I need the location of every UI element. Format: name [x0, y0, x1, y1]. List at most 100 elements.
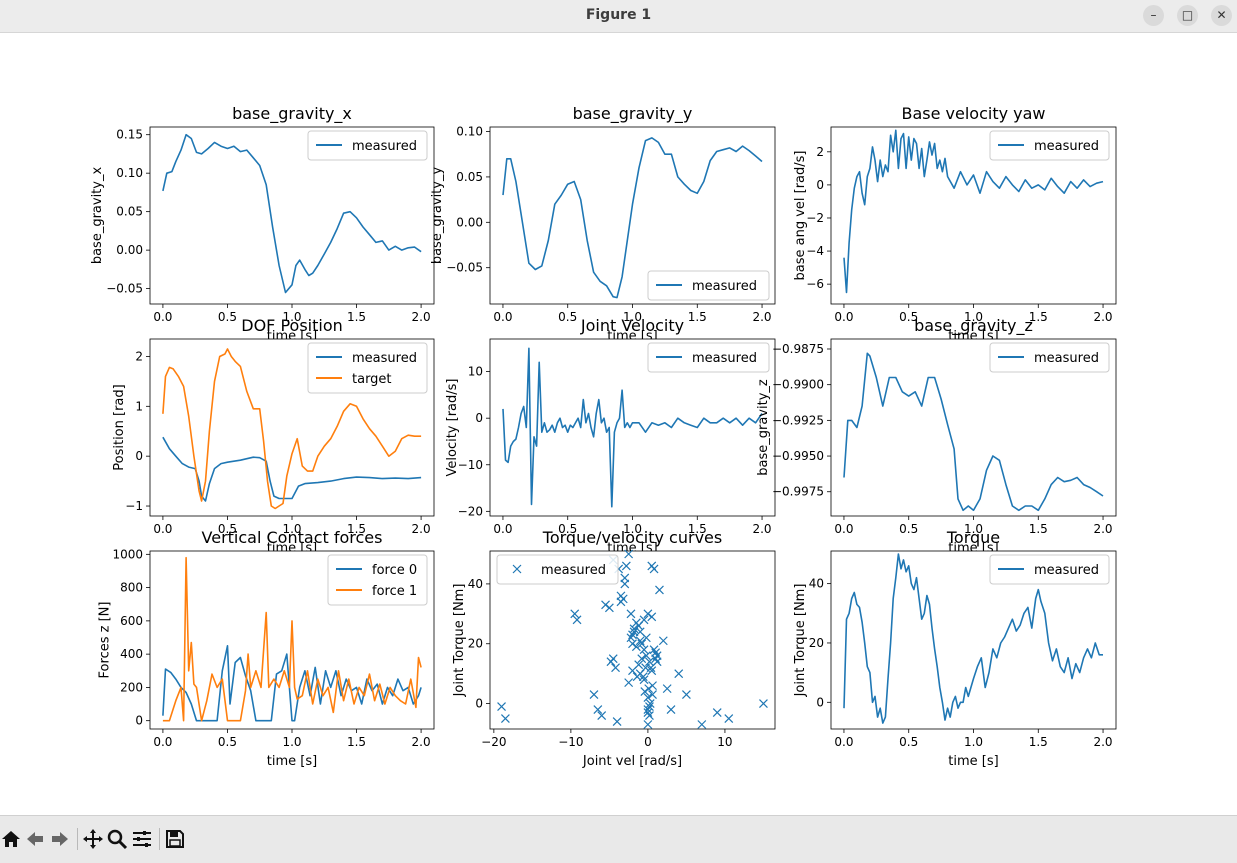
y-tick-label: −20: [458, 504, 483, 518]
scatter-point: [759, 699, 768, 708]
legend-label: measured: [541, 563, 606, 578]
y-tick-label: 400: [120, 647, 143, 661]
scatter-point: [631, 642, 641, 652]
y-axis-label: base_gravity_x: [90, 167, 105, 265]
x-tick-label: 0.0: [834, 735, 853, 749]
scatter-point: [611, 663, 620, 673]
series-line: [843, 352, 1104, 512]
series-line: [162, 348, 422, 510]
window-title: Figure 1: [585, 7, 652, 23]
toolbar-separator: [77, 828, 78, 850]
scatter-point: [626, 609, 636, 619]
legend-box: [307, 342, 428, 394]
scatter-point: [674, 669, 684, 679]
series-line: [843, 129, 1104, 294]
scatter-point: [500, 714, 510, 723]
axes-title: base_gravity_y: [573, 104, 693, 124]
scatter-point: [655, 585, 664, 595]
x-tick-label: 2.0: [1093, 310, 1112, 324]
scatter-point: [624, 549, 634, 559]
scatter-point: [640, 687, 650, 697]
save-icon[interactable]: [164, 828, 186, 850]
scatter-point: [629, 624, 639, 634]
x-tick-label: 0.5: [558, 522, 577, 536]
x-tick-label: 1.0: [964, 310, 983, 324]
series-line: [162, 644, 422, 722]
zoom-icon[interactable]: [106, 828, 128, 850]
y-tick-label: 20: [468, 637, 483, 651]
close-button[interactable]: ✕: [1211, 5, 1232, 26]
x-tick-label: 0.0: [493, 522, 512, 536]
x-tick-label: 2.0: [412, 522, 431, 536]
y-axis-label: base ang vel [rad/s]: [793, 150, 808, 280]
scatter-point: [645, 699, 655, 708]
scatter-point: [666, 705, 676, 714]
scatter-point: [649, 564, 659, 574]
x-tick-label: 1.5: [688, 310, 707, 324]
x-tick-label: 0.0: [493, 310, 512, 324]
scatter-point: [639, 615, 649, 625]
y-tick-label: 0.00: [456, 215, 483, 229]
y-tick-label: 10: [468, 365, 483, 379]
y-tick-label: 2: [816, 145, 824, 159]
y-tick-label: 20: [809, 636, 824, 650]
legend-label: measured: [352, 139, 417, 154]
x-axis-label: Joint vel [rad/s]: [582, 754, 682, 769]
pan-icon[interactable]: [82, 828, 104, 850]
scatter-point: [628, 639, 637, 649]
x-tick-label: 1.0: [282, 522, 301, 536]
x-tick-label: 0.5: [899, 735, 918, 749]
forward-icon[interactable]: [49, 828, 71, 850]
scatter-point: [647, 612, 657, 622]
axes-title: Vertical Contact forces: [202, 528, 383, 547]
axes-title: Torque/velocity curves: [542, 528, 722, 547]
x-tick-label: 0.0: [834, 310, 853, 324]
legend-box: [989, 554, 1110, 585]
x-tick-label: 0.0: [153, 735, 172, 749]
minimize-button[interactable]: –: [1143, 5, 1164, 26]
configure-subplots-icon[interactable]: [131, 828, 153, 850]
legend-box: [647, 270, 770, 301]
y-tick-label: 40: [809, 577, 824, 591]
window-titlebar: Figure 1 – □ ✕: [0, 0, 1237, 33]
scatter-point: [643, 720, 653, 729]
scatter-point: [632, 672, 642, 682]
series-line: [502, 347, 763, 508]
home-icon[interactable]: [0, 828, 22, 850]
x-tick-label: 2.0: [752, 522, 771, 536]
x-tick-label: 2.0: [752, 310, 771, 324]
axes-title: base_gravity_x: [232, 104, 352, 124]
scatter-point: [641, 633, 651, 643]
y-tick-label: 0.00: [116, 243, 143, 257]
scatter-point: [597, 711, 607, 720]
scatter-point: [662, 684, 672, 694]
axes-title: Torque: [946, 528, 1000, 547]
x-tick-label: 0.5: [218, 735, 237, 749]
axes-title: base_gravity_z: [914, 316, 1033, 336]
y-tick-label: 0: [135, 714, 143, 728]
y-tick-label: 0: [475, 411, 483, 425]
legend-box: [496, 554, 619, 585]
figure-canvas[interactable]: base_gravity_x 0.0 0.5 1.0 1.5 2.0 −0.05 0.00 0.…: [0, 33, 1237, 815]
x-tick-label: 2.0: [412, 735, 431, 749]
y-tick-label: −0.9875: [772, 342, 824, 356]
legend-label: measured: [1034, 351, 1099, 366]
x-axis-label: time [s]: [948, 754, 998, 769]
figure-svg: base_gravity_x0.0 0.5 1.0 1.5 2.0−0.050.000.…: [90, 104, 1117, 769]
y-axis-label: Joint Torque [Nm]: [793, 584, 808, 698]
legend-label: force 1: [372, 584, 417, 599]
maximize-button[interactable]: □: [1177, 5, 1198, 26]
y-tick-label: −0.9900: [772, 378, 824, 392]
scatter-point: [637, 639, 647, 649]
y-tick-label: 200: [120, 680, 143, 694]
back-icon[interactable]: [24, 828, 46, 850]
scatter-point: [643, 708, 653, 717]
scatter-point: [570, 609, 580, 619]
legend-box: [989, 130, 1110, 161]
axes-title: Joint Velocity: [580, 316, 684, 335]
axes-title: DOF Position: [241, 316, 343, 335]
scatter-point: [620, 579, 630, 589]
y-tick-label: 0.05: [456, 170, 483, 184]
y-tick-label: 0.15: [116, 128, 143, 142]
scatter-point: [724, 714, 734, 723]
